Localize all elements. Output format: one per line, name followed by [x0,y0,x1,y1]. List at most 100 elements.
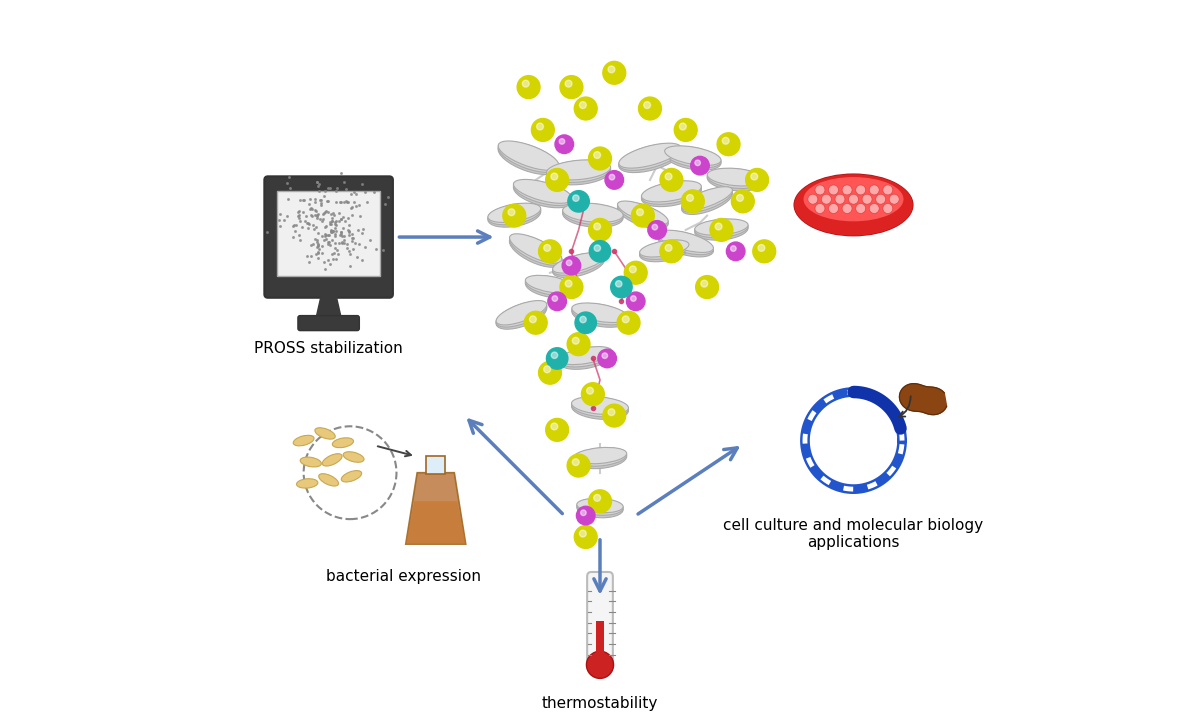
Circle shape [731,246,736,252]
Ellipse shape [498,141,559,171]
Ellipse shape [323,454,342,466]
Circle shape [551,423,558,430]
Circle shape [869,204,880,214]
Circle shape [652,224,658,230]
Ellipse shape [577,499,623,518]
Circle shape [828,185,839,195]
Ellipse shape [577,498,623,513]
Circle shape [602,353,607,358]
Circle shape [701,280,708,287]
Circle shape [626,292,644,310]
Circle shape [602,62,625,84]
Circle shape [560,275,583,298]
Ellipse shape [343,452,364,462]
Circle shape [544,366,551,373]
Circle shape [532,118,554,141]
Ellipse shape [574,448,626,466]
Ellipse shape [577,499,623,516]
Circle shape [737,194,743,201]
Circle shape [616,280,622,287]
FancyBboxPatch shape [277,191,380,276]
Ellipse shape [498,142,559,172]
Ellipse shape [665,146,721,166]
Ellipse shape [526,276,575,298]
Circle shape [691,156,709,175]
Ellipse shape [341,470,361,482]
Ellipse shape [546,160,611,180]
Circle shape [580,102,587,108]
Circle shape [889,194,899,204]
Text: bacterial expression: bacterial expression [326,569,481,584]
Ellipse shape [658,231,713,255]
Ellipse shape [563,204,623,225]
Ellipse shape [665,146,721,168]
Polygon shape [900,384,947,414]
Ellipse shape [514,179,572,203]
Circle shape [556,135,574,153]
Ellipse shape [640,240,689,257]
Circle shape [660,168,683,191]
Circle shape [565,80,572,87]
Circle shape [568,454,590,477]
Circle shape [856,204,865,214]
Ellipse shape [553,253,605,275]
Ellipse shape [546,161,611,182]
Ellipse shape [496,301,547,327]
Circle shape [686,194,694,201]
FancyBboxPatch shape [264,176,392,298]
Circle shape [617,311,640,334]
Circle shape [503,204,526,227]
Ellipse shape [546,161,611,185]
Ellipse shape [682,186,732,210]
Ellipse shape [559,348,612,369]
Circle shape [630,266,636,272]
Circle shape [815,204,824,214]
Circle shape [565,280,572,287]
Circle shape [546,348,568,369]
Circle shape [575,97,598,120]
Circle shape [695,160,701,166]
Circle shape [536,123,544,130]
Circle shape [623,316,629,323]
Ellipse shape [804,177,904,222]
Ellipse shape [665,147,721,170]
Circle shape [594,223,600,230]
Circle shape [869,185,880,195]
Ellipse shape [571,397,629,419]
Circle shape [544,244,551,252]
Circle shape [522,80,529,87]
Circle shape [551,173,558,180]
Circle shape [562,257,581,275]
Circle shape [539,240,562,262]
Bar [596,621,604,660]
Circle shape [539,361,562,384]
Ellipse shape [498,143,559,174]
Ellipse shape [574,447,626,464]
Ellipse shape [559,347,612,367]
Circle shape [648,221,666,239]
Circle shape [524,311,547,334]
Ellipse shape [510,234,562,265]
Circle shape [751,173,757,180]
Circle shape [575,312,596,333]
Ellipse shape [488,204,541,227]
Ellipse shape [293,435,314,446]
Circle shape [624,261,647,284]
Circle shape [572,459,580,465]
Ellipse shape [574,448,626,469]
Circle shape [745,168,768,191]
Ellipse shape [314,428,335,439]
Circle shape [848,194,858,204]
Circle shape [594,151,600,158]
Circle shape [883,185,893,195]
Ellipse shape [707,168,764,189]
Circle shape [883,204,893,214]
Circle shape [588,490,612,513]
Ellipse shape [642,181,701,204]
Ellipse shape [682,188,732,212]
Circle shape [608,66,614,73]
Circle shape [815,185,824,195]
Ellipse shape [510,234,562,263]
Circle shape [876,194,886,204]
Circle shape [722,138,730,144]
